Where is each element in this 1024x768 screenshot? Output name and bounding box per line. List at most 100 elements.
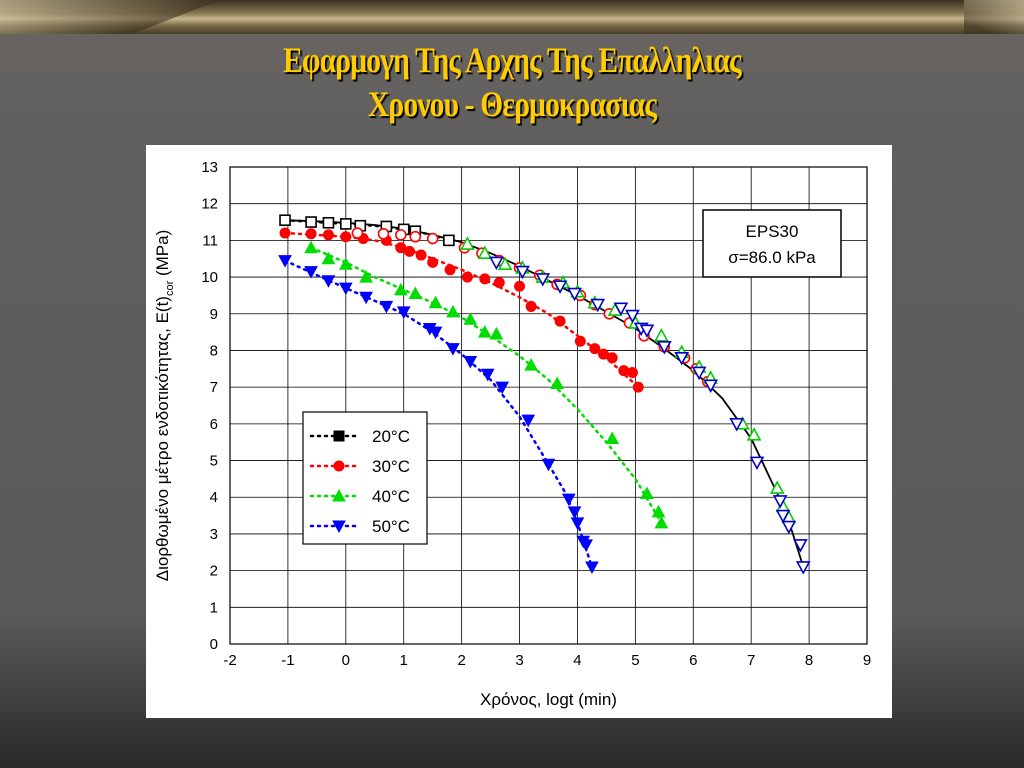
- x-axis-label: Χρόνος, logt (min): [480, 690, 617, 709]
- slide-title-line2: Χρονου - Θερμοκρασιας: [367, 84, 657, 124]
- data-point-s6-1: [477, 245, 493, 260]
- data-point-s2-5: [408, 286, 423, 300]
- data-point-s2-4: [393, 282, 408, 296]
- x-tick-label: 3: [515, 652, 523, 669]
- legend-marker-3: [332, 520, 346, 534]
- y-tick-label: 13: [201, 159, 218, 176]
- y-tick-label: 5: [210, 453, 218, 470]
- data-point-s2-11: [524, 358, 538, 371]
- legend: 20°C 30°C 40°C 50°C: [302, 411, 428, 545]
- data-point-s7-1: [515, 265, 530, 280]
- y-tick-label: 3: [210, 526, 218, 543]
- data-point-s3-0: [278, 255, 292, 268]
- x-tick-label: 1: [400, 652, 408, 669]
- data-point-s3-5: [379, 300, 394, 314]
- data-point-s7-6: [613, 302, 629, 316]
- data-point-s5-4: [426, 232, 439, 245]
- data-point-s1-11: [461, 271, 473, 283]
- x-tick-label: -1: [281, 652, 294, 669]
- data-point-s1-12: [479, 273, 491, 285]
- data-point-s1-10: [444, 264, 456, 276]
- legend-label-2: 40°C: [372, 487, 410, 506]
- data-point-s7-14: [729, 418, 745, 432]
- y-tick-label: 6: [210, 416, 218, 433]
- legend-marker-2: [332, 488, 346, 502]
- y-axis-label: Διορθωμένο μέτρο ενδοτικότητας, E(t)cor …: [153, 230, 176, 582]
- data-point-s7-17: [775, 509, 791, 524]
- data-point-s5-3: [409, 230, 422, 243]
- data-point-s7-16: [772, 495, 788, 509]
- data-point-s3-1: [304, 266, 318, 279]
- data-point-s3-10: [463, 355, 478, 369]
- data-point-s7-4: [567, 287, 582, 302]
- data-point-s2-8: [463, 312, 478, 325]
- y-tick-label: 8: [210, 342, 218, 359]
- data-point-s2-13: [605, 431, 620, 445]
- y-tick-label: 4: [210, 489, 218, 506]
- data-markers: [278, 214, 811, 575]
- x-tick-label: 7: [747, 652, 755, 669]
- data-point-s2-2: [338, 257, 353, 270]
- data-point-s7-13: [703, 379, 718, 393]
- data-point-s3-15: [561, 493, 576, 507]
- title-bar-decoration: [0, 0, 1024, 34]
- data-point-s2-1: [321, 251, 336, 265]
- data-point-s3-13: [521, 414, 536, 428]
- data-point-s1-15: [525, 300, 537, 312]
- annotation-box: EPS30 σ=86.0 kPa: [702, 209, 842, 278]
- data-point-s2-10: [489, 326, 504, 340]
- data-point-s7-9: [639, 324, 655, 338]
- decoration-shade-right: [964, 0, 1024, 34]
- data-point-s7-5: [590, 298, 606, 313]
- y-tick-label: 0: [210, 636, 218, 653]
- data-point-s3-11: [480, 368, 495, 382]
- data-point-s2-0: [304, 240, 318, 254]
- y-tick-label: 11: [202, 232, 218, 249]
- data-point-s4-8: [443, 234, 455, 247]
- data-point-s3-3: [338, 282, 353, 296]
- y-axis-label-main: Διορθωμένο μέτρο ενδοτικότητας, E(t): [153, 296, 172, 581]
- data-point-s2-16: [654, 515, 669, 529]
- data-point-s3-19: [579, 539, 593, 552]
- data-point-s3-8: [428, 326, 443, 340]
- data-point-s7-19: [793, 539, 808, 553]
- data-point-s1-18: [589, 343, 601, 355]
- y-tick-label: 7: [210, 379, 218, 396]
- y-tick-label: 1: [210, 599, 218, 616]
- x-tick-label: -2: [223, 652, 236, 669]
- data-point-s1-16: [554, 315, 566, 327]
- data-point-s6-16: [769, 480, 785, 494]
- data-point-s1-0: [279, 227, 291, 239]
- data-point-s7-2: [535, 273, 551, 287]
- data-point-s1-23: [632, 381, 644, 393]
- data-point-s1-22: [626, 366, 638, 378]
- annotation-line1: EPS30: [746, 222, 799, 241]
- y-tick-label: 9: [210, 306, 218, 323]
- x-tick-label: 5: [631, 652, 639, 669]
- y-tick-label: 2: [210, 563, 218, 580]
- data-point-s6-0: [460, 236, 475, 250]
- y-tick-label: 10: [201, 269, 218, 286]
- data-point-s3-6: [396, 306, 411, 319]
- data-point-s7-20: [795, 561, 811, 575]
- x-tick-label: 9: [863, 652, 871, 669]
- data-point-s7-3: [552, 280, 568, 294]
- data-point-s5-0: [351, 227, 364, 239]
- data-point-s1-20: [606, 352, 618, 364]
- legend-label-3: 50°C: [372, 517, 410, 536]
- y-axis-label-unit: (MPa): [153, 230, 172, 281]
- data-point-s1-1: [305, 228, 317, 240]
- data-point-s4-3: [340, 218, 352, 230]
- data-point-s5-2: [395, 229, 407, 241]
- legend-marker-0: [333, 430, 345, 442]
- data-point-s3-9: [446, 343, 460, 356]
- data-point-s2-12: [550, 376, 565, 389]
- data-point-s1-14: [514, 280, 526, 292]
- legend-marker-1: [333, 460, 345, 472]
- x-tick-label: 0: [342, 652, 350, 669]
- data-point-s3-4: [359, 291, 373, 305]
- fit-curve-1: [283, 231, 640, 389]
- data-point-s1-3: [340, 231, 352, 243]
- data-point-s7-18: [781, 520, 797, 535]
